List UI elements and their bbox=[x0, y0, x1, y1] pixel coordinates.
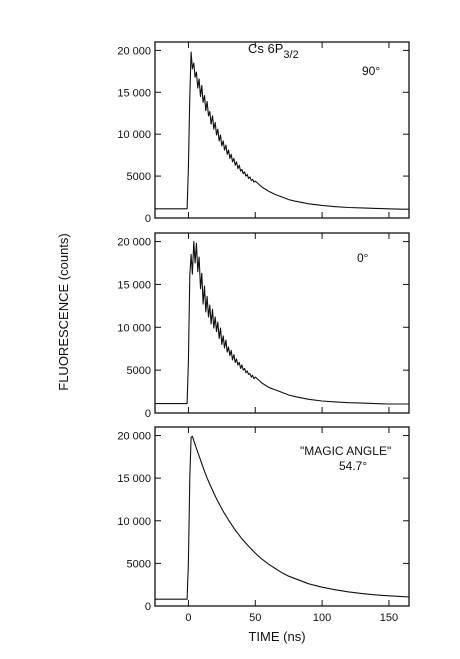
panel-middle-ytick-label: 10 000 bbox=[117, 322, 151, 334]
panel-top-axes bbox=[154, 41, 410, 219]
x-axis-label: TIME (ns) bbox=[248, 629, 305, 644]
panel-top-annotation-main: Cs 6P bbox=[248, 41, 283, 56]
panel-bottom-axes bbox=[154, 426, 410, 607]
panel-bottom-frame bbox=[154, 426, 410, 607]
panel-bottom-xtick-label: 100 bbox=[313, 612, 331, 624]
y-axis-label: FLUORESCENCE (counts) bbox=[56, 233, 71, 390]
panel-top-annotation: Cs 6P3/2 bbox=[248, 41, 299, 61]
panel-middle-ticks: 0 5000 10 000 15 000 20 000 bbox=[117, 233, 409, 420]
panel-bottom-fluorescence-trace bbox=[155, 435, 410, 600]
panel-top-ytick-label: 15 000 bbox=[117, 87, 151, 99]
panel-middle-angle-label: 0° bbox=[357, 251, 369, 265]
panel-middle-ytick-label: 20 000 bbox=[117, 237, 151, 249]
panel-middle-ytick-label: 0 bbox=[145, 408, 151, 420]
panel-bottom-ytick-label: 0 bbox=[145, 601, 151, 613]
panel-bottom-annotation: "MAGIC ANGLE" bbox=[300, 444, 391, 458]
panel-middle: 0 5000 10 000 15 000 20 000 0° bbox=[117, 232, 410, 420]
panel-bottom-ytick-label: 10 000 bbox=[117, 516, 151, 528]
panel-bottom-xtick-label: 50 bbox=[249, 612, 261, 624]
panel-top-ticks: 0 5000 10 000 15 000 20 000 bbox=[117, 42, 409, 225]
panel-middle-trace bbox=[155, 241, 409, 405]
panel-bottom-ticks: 0 5000 10 000 15 000 20 000 0 50 100 150 bbox=[117, 427, 409, 624]
panel-bottom-ytick-label: 15 000 bbox=[117, 473, 151, 485]
panel-bottom: 0 5000 10 000 15 000 20 000 0 50 100 150 "MAGIC … bbox=[117, 426, 410, 624]
panel-bottom-ytick-label: 5000 bbox=[127, 558, 151, 570]
panel-middle-fluorescence-trace bbox=[155, 241, 409, 405]
panel-top-ytick-label: 5000 bbox=[127, 171, 151, 183]
panel-middle-ytick-label: 5000 bbox=[127, 365, 151, 377]
panel-top-fluorescence-trace bbox=[155, 51, 409, 210]
panel-bottom-angle-label: 54.7° bbox=[339, 459, 367, 473]
panel-middle-axes bbox=[154, 232, 410, 414]
panel-top-trace bbox=[155, 51, 409, 210]
panel-bottom-ytick-label: 20 000 bbox=[117, 431, 151, 443]
panel-bottom-trace bbox=[155, 435, 410, 600]
panel-top-frame bbox=[154, 41, 410, 219]
panel-bottom-xtick-label: 150 bbox=[380, 612, 398, 624]
panel-top-ytick-label: 0 bbox=[145, 213, 151, 225]
panel-middle-frame bbox=[154, 232, 410, 414]
panel-top-angle-label: 90° bbox=[362, 64, 380, 78]
panel-bottom-xtick-label: 0 bbox=[185, 612, 191, 624]
panel-top-annotation-subscript: 3/2 bbox=[283, 49, 298, 61]
panel-top-ytick-label: 20 000 bbox=[117, 45, 151, 57]
panel-middle-ytick-label: 15 000 bbox=[117, 279, 151, 291]
panel-top-ytick-label: 10 000 bbox=[117, 129, 151, 141]
panel-top: 0 5000 10 000 15 000 20 000 Cs 6P3/2 90° bbox=[117, 41, 410, 225]
